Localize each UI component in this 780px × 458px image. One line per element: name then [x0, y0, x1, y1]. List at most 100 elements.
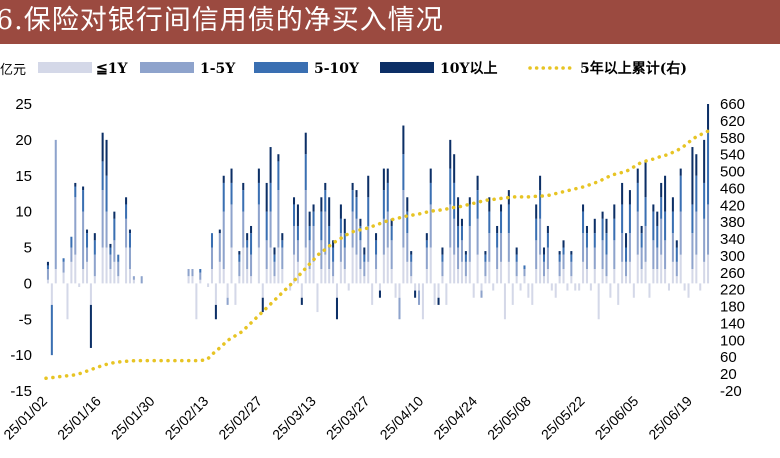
bar-segment: [218, 261, 221, 284]
bar-segment: [101, 132, 104, 162]
bar-segment: [679, 175, 682, 212]
y-left-tick: -15: [10, 383, 32, 400]
bar-segment: [343, 218, 346, 234]
y-right-tick: -20: [720, 383, 742, 400]
x-tick: 25/03/13: [269, 393, 319, 443]
bar-segment: [425, 269, 428, 284]
bar-segment: [339, 204, 342, 219]
bar-segment: [308, 211, 311, 226]
bar-segment: [671, 261, 674, 284]
bar-segment: [601, 211, 604, 219]
bar-segment: [199, 269, 202, 273]
bar-segment: [378, 283, 381, 291]
bar-segment: [531, 283, 534, 305]
x-tick: 25/06/05: [592, 393, 642, 443]
bar-segment: [507, 204, 510, 234]
bar-segment: [265, 240, 268, 270]
bar-segment: [257, 168, 260, 183]
bar-segment: [652, 211, 655, 241]
bar-segment: [320, 197, 323, 212]
bar-segment: [418, 283, 421, 291]
bar-segment: [46, 265, 49, 270]
bar-segment: [339, 261, 342, 284]
bar-segment: [312, 261, 315, 284]
bar-segment: [230, 247, 233, 284]
bar-segment: [54, 139, 57, 270]
bar-segment: [453, 254, 456, 284]
y-left-tick: -5: [19, 311, 32, 328]
bond-purchase-chart: 亿元 ≦1Y 1-5Y 5-10Y 10Y以上 5年以上累计(右) -15 -10 -5 0 5 1…: [0, 60, 745, 443]
bar-segment: [218, 233, 221, 262]
bar-segment: [585, 233, 588, 248]
bar-segment: [367, 225, 370, 262]
bar-segment: [515, 276, 518, 284]
bar-segment: [703, 261, 706, 284]
bar-segment: [335, 283, 338, 298]
bar-segment: [86, 261, 89, 284]
bar-segment: [671, 197, 674, 212]
bar-segment: [230, 182, 233, 205]
bar-segment: [445, 283, 448, 305]
bar-segment: [93, 240, 96, 255]
bar-segment: [707, 254, 710, 284]
bar-segment: [628, 233, 631, 262]
bar-segment: [535, 218, 538, 241]
bar-segment: [691, 204, 694, 234]
bar-segment: [355, 254, 358, 284]
bar-segment: [125, 197, 128, 205]
bar-segment: [187, 269, 190, 277]
bar-segment: [343, 233, 346, 248]
bar-segment: [289, 283, 292, 291]
bar-segment: [250, 225, 253, 234]
bar-segment: [539, 254, 542, 284]
bar-segment: [234, 283, 237, 305]
bar-segment: [441, 254, 444, 262]
cumulative-line: [44, 128, 712, 381]
bar-segment: [82, 269, 85, 284]
bar-segment: [535, 269, 538, 284]
bar-segment: [554, 283, 557, 298]
y-left-tick: 15: [15, 168, 32, 185]
bar-segment: [605, 254, 608, 277]
bar-segment: [480, 283, 483, 291]
bar-segment: [593, 218, 596, 234]
bar-segment: [542, 254, 546, 262]
bar-segment: [382, 218, 385, 255]
bar-segment: [464, 251, 467, 255]
bar-segment: [632, 283, 635, 298]
bar-segment: [296, 204, 299, 226]
bar-segment: [70, 247, 73, 262]
bar-segment: [101, 190, 104, 248]
bar-segment: [464, 254, 467, 262]
bar-segment: [261, 283, 264, 298]
bar-segment: [308, 269, 311, 284]
bar-segment: [359, 218, 362, 226]
bar-segment: [132, 276, 135, 280]
bar-segment: [507, 261, 510, 284]
title-bar: 6.保险对银行间信用债的净买入情况: [0, 0, 780, 44]
bar-segment: [128, 247, 131, 270]
bar-segment: [644, 161, 647, 198]
bar-segment: [293, 197, 296, 205]
bar-segment: [238, 261, 241, 277]
x-tick: 25/03/27: [323, 393, 373, 443]
bar-segment: [527, 283, 530, 298]
bar-segment: [117, 254, 120, 262]
y-right-tick: 660: [720, 96, 745, 113]
bar-segment: [332, 261, 335, 277]
bar-segment: [257, 247, 260, 284]
bar-segment: [585, 225, 588, 234]
bar-segment: [468, 197, 471, 205]
bar-segment: [230, 204, 233, 248]
bar-segment: [367, 261, 370, 284]
bar-segment: [515, 247, 518, 255]
bar-segment: [281, 247, 284, 270]
bar-segment: [515, 261, 518, 277]
bar-segment: [460, 225, 463, 241]
y-right-tick: 260: [720, 265, 745, 282]
bar-segment: [492, 283, 495, 291]
bar-segment: [191, 276, 194, 284]
bar-segment: [390, 240, 393, 270]
bar-segment: [410, 251, 413, 255]
bar-segment: [78, 283, 81, 287]
